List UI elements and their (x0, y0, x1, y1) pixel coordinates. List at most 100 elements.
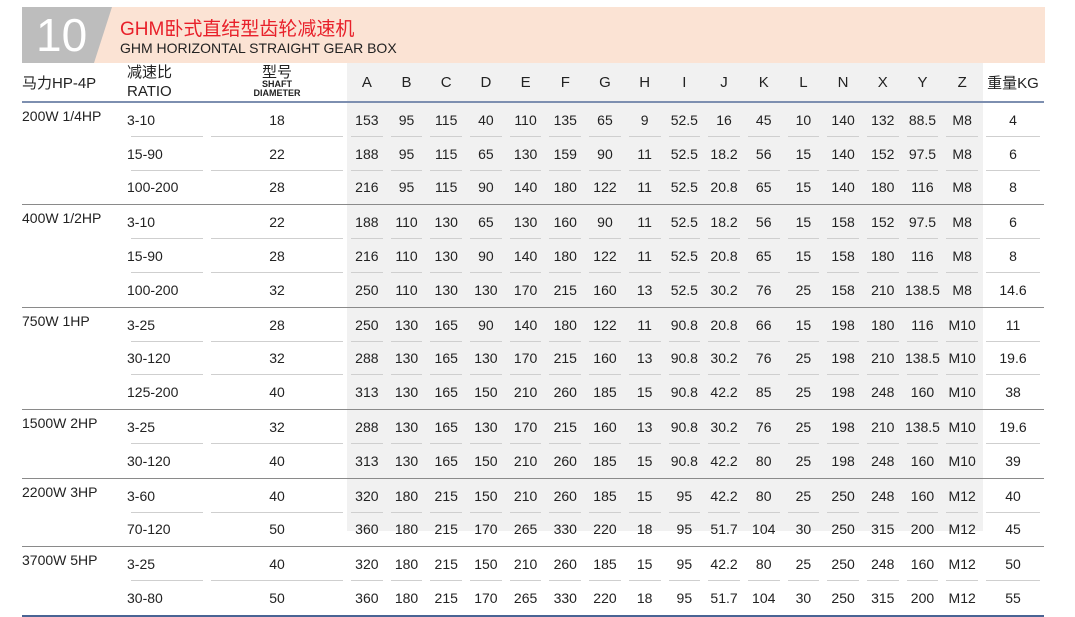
header-dim-l: L (783, 63, 824, 103)
header-dim-x: X (862, 63, 903, 103)
weight-cell: 8 (982, 239, 1044, 273)
dim-cell: 138.5 (903, 342, 943, 376)
hp-cell: 400W 1/2HP (22, 210, 102, 227)
weight-cell: 14.6 (982, 272, 1044, 308)
dim-cell: 180 (386, 581, 427, 617)
dim-cell: 130 (506, 205, 546, 239)
dim-cell: 20.8 (704, 307, 744, 342)
header-dim-e: E (505, 63, 546, 103)
dim-cell: 115 (426, 137, 466, 171)
dim-cell: 188 (347, 137, 387, 171)
shaft-cell: 40 (207, 547, 347, 581)
dim-cell: 250 (347, 272, 387, 308)
hp-cell: 3700W 5HP (22, 552, 98, 569)
dim-cell: M12 (942, 478, 982, 513)
dim-cell: 160 (903, 478, 943, 513)
dim-cell: 13 (624, 272, 665, 308)
ratio-cell: 3-60 (127, 478, 207, 513)
section-number: 10 (22, 7, 112, 63)
dim-cell: 170 (506, 410, 546, 444)
ratio-cell: 3-10 (127, 205, 207, 239)
dim-cell: 265 (505, 512, 546, 548)
dim-cell: 159 (545, 137, 585, 171)
dim-cell: 42.2 (704, 547, 744, 581)
dim-cell: 210 (863, 342, 903, 376)
dim-cell: 158 (823, 272, 863, 308)
table-row: 30-120 40 313 130 165 150 210 260 185 15 90.8 42.2 8… (22, 443, 1044, 479)
dim-cell: 130 (506, 137, 546, 171)
weight-cell: 19.6 (982, 410, 1044, 444)
hp-cell (22, 581, 127, 617)
dim-cell: 330 (545, 512, 586, 548)
ratio-cn: 减速比 (127, 64, 173, 81)
dim-cell: 140 (505, 170, 546, 206)
dim-cell: 104 (743, 581, 784, 617)
hp-cell (22, 239, 127, 273)
dim-cell: 56 (744, 137, 784, 171)
dim-cell: 158 (823, 239, 863, 273)
dim-cell: 160 (545, 205, 585, 239)
dim-cell: 180 (387, 547, 427, 581)
dim-cell: 18.2 (704, 137, 744, 171)
dim-cell: 180 (545, 239, 585, 273)
dim-cell: 250 (823, 478, 863, 513)
dim-cell: 320 (347, 547, 387, 581)
header-dim-c: C (426, 63, 467, 103)
dim-cell: M12 (942, 512, 982, 548)
dim-cell: 185 (585, 478, 625, 513)
dim-cell: M10 (942, 375, 982, 411)
dim-cell: M8 (942, 170, 982, 206)
dim-cell: 110 (387, 205, 427, 239)
header-dim-a: A (347, 63, 387, 103)
dim-cell: 42.2 (704, 443, 744, 479)
weight-cell: 55 (982, 581, 1044, 617)
dim-cell: 140 (506, 307, 546, 342)
dim-cell: 115 (426, 170, 467, 206)
dim-cell: 18 (624, 512, 665, 548)
dim-cell: 210 (506, 547, 546, 581)
dim-cell: 80 (743, 443, 784, 479)
dim-cell: 138.5 (903, 410, 943, 444)
dim-cell: M8 (942, 239, 982, 273)
table-row: 30-80 50 360 180 215 170 265 330 220 18 95 51.7 104 3… (22, 581, 1044, 617)
diameter-label: DIAMETER (253, 88, 301, 98)
dim-cell: 130 (466, 342, 506, 376)
dim-cell: 97.5 (903, 137, 943, 171)
dim-cell: 25 (784, 342, 824, 376)
dim-cell: M8 (942, 205, 982, 239)
weight-cell: 19.6 (982, 342, 1044, 376)
dim-cell: 95 (664, 581, 705, 617)
dim-cell: 150 (466, 547, 506, 581)
weight-cell: 40 (982, 478, 1044, 513)
weight-cell: 6 (982, 137, 1044, 171)
ratio-cell: 30-80 (127, 581, 207, 617)
dim-cell: 180 (863, 307, 903, 342)
shaft-cell: 40 (207, 443, 347, 479)
dim-cell: 140 (823, 102, 863, 137)
dim-cell: 140 (823, 170, 863, 206)
dim-cell: 216 (347, 170, 387, 206)
dim-cell: 52.5 (664, 170, 705, 206)
dim-cell: 210 (506, 478, 546, 513)
dim-cell: 165 (426, 410, 466, 444)
dim-cell: 42.2 (704, 375, 744, 411)
dim-cell: 220 (585, 581, 625, 617)
header-shaft: 型号 SHAFT DIAMETER (207, 63, 347, 103)
dim-cell: 51.7 (704, 581, 744, 617)
dim-cell: 52.5 (665, 239, 705, 273)
weight-cell: 45 (982, 512, 1044, 548)
dim-cell: 25 (784, 410, 824, 444)
dim-cell: 170 (505, 272, 546, 308)
ratio-cell: 30-120 (127, 443, 207, 479)
dim-cell: 185 (585, 547, 625, 581)
dim-cell: 188 (347, 205, 387, 239)
ratio-cell: 15-90 (127, 137, 207, 171)
dim-cell: 52.5 (665, 205, 705, 239)
header-dim-j: J (704, 63, 744, 103)
dim-cell: 248 (862, 375, 903, 411)
dim-cell: 13 (625, 410, 665, 444)
hp-cell (22, 443, 127, 479)
dim-cell: 215 (426, 478, 466, 513)
header-dim-g: G (585, 63, 625, 103)
